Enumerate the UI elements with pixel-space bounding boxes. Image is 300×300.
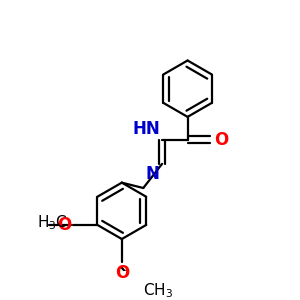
Text: O: O <box>57 216 71 234</box>
Text: HN: HN <box>132 120 160 138</box>
Text: O: O <box>214 131 228 149</box>
Text: CH$_3$: CH$_3$ <box>143 281 173 300</box>
Text: O: O <box>115 264 129 282</box>
Text: H$_3$C: H$_3$C <box>37 213 67 232</box>
Text: N: N <box>146 165 159 183</box>
